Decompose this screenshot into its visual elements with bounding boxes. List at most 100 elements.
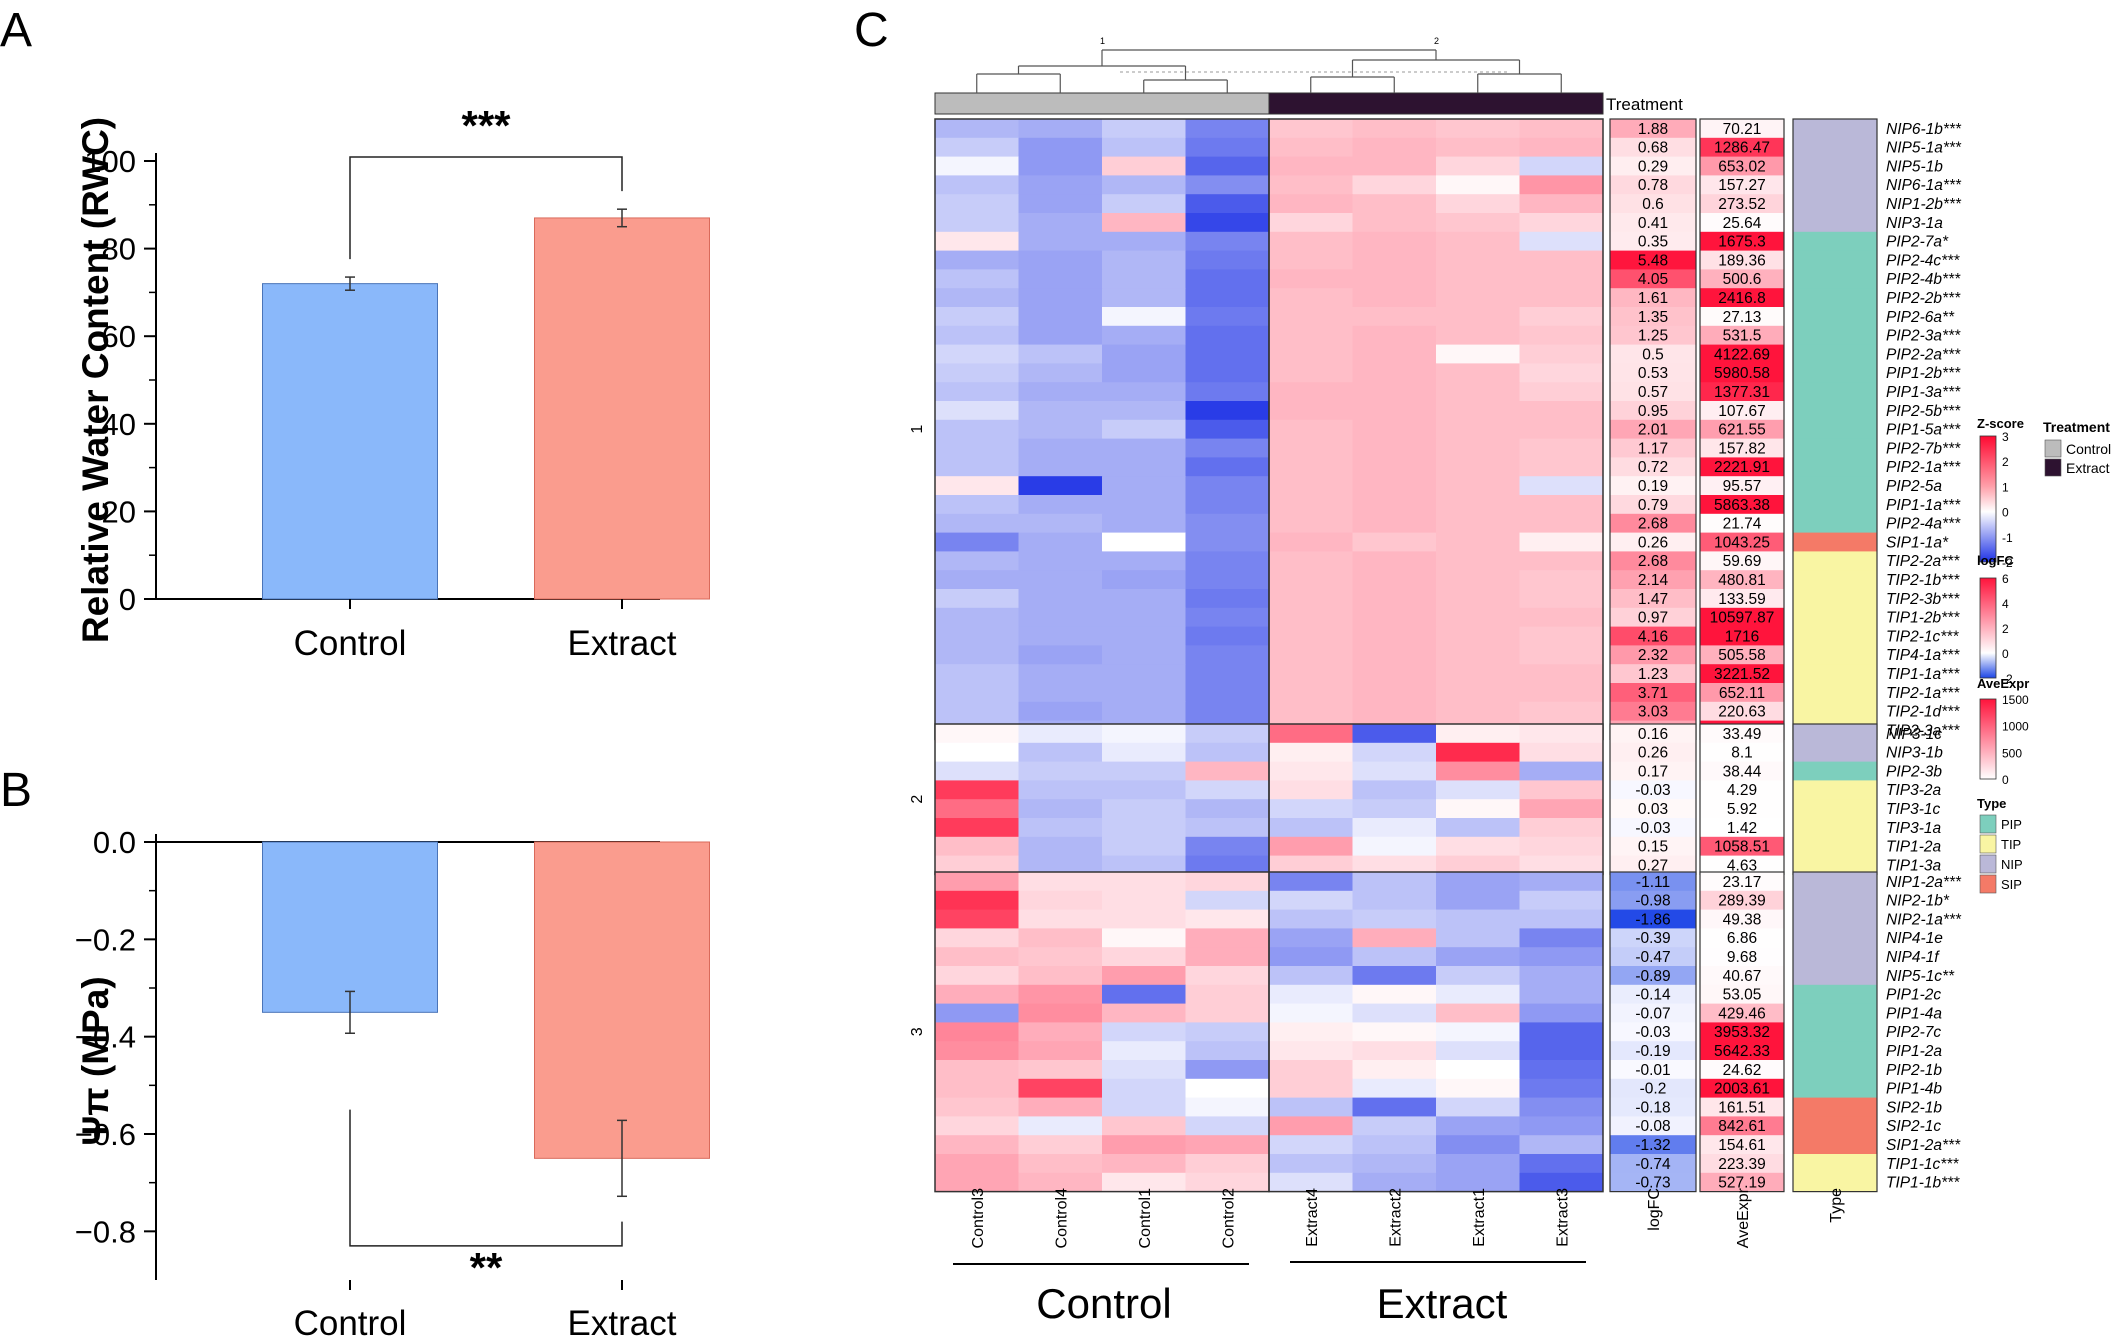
heatmap-cell bbox=[1102, 137, 1186, 158]
aveexpr-value: 53.05 bbox=[1723, 987, 1762, 1004]
heatmap-cell bbox=[1018, 664, 1103, 684]
type-cell bbox=[1793, 966, 1877, 986]
heatmap-cell bbox=[1352, 836, 1437, 857]
logfc-value: 0.17 bbox=[1638, 763, 1668, 780]
heatmap-cell bbox=[1018, 401, 1103, 421]
heatmap-cell bbox=[935, 570, 1019, 590]
aveexpr-cell bbox=[1700, 872, 1784, 892]
heatmap-cell bbox=[1102, 818, 1186, 838]
logfc-value: 0.79 bbox=[1638, 497, 1668, 514]
aveexpr-value: 4.29 bbox=[1727, 782, 1757, 799]
panel-letter-c: C bbox=[854, 4, 889, 57]
heatmap-cell bbox=[1436, 495, 1520, 515]
heatmap-cell bbox=[1102, 947, 1186, 967]
heatmap-cell bbox=[1519, 419, 1604, 440]
heatmap-cell bbox=[1102, 589, 1186, 609]
logfc-legend-tick: 0 bbox=[2002, 647, 2009, 661]
aveexpr-value: 220.63 bbox=[1718, 704, 1765, 721]
heatmap-cell bbox=[1269, 683, 1353, 703]
heatmap-cell bbox=[1269, 1154, 1353, 1174]
gene-label: NIP1-2b*** bbox=[1886, 196, 1962, 213]
heatmap-cell bbox=[935, 382, 1019, 402]
gene-label: TIP2-3b*** bbox=[1886, 591, 1960, 608]
gene-label: TIP2-2a*** bbox=[1886, 553, 1960, 570]
logfc-value: 0.68 bbox=[1638, 140, 1668, 157]
heatmap-cell bbox=[1436, 836, 1520, 857]
heatmap-cell bbox=[1185, 438, 1270, 458]
heatmap-cell bbox=[1018, 476, 1103, 496]
heatmap-cell bbox=[1018, 872, 1103, 892]
column-label-logfc: logFC bbox=[1646, 1188, 1663, 1231]
heatmap-cell bbox=[1519, 1135, 1604, 1155]
logfc-value: 0.27 bbox=[1638, 857, 1668, 874]
heatmap-cell bbox=[1269, 269, 1353, 289]
heatmap-cell bbox=[1185, 250, 1270, 270]
heatmap-cell bbox=[1436, 1078, 1520, 1099]
aveexpr-cell bbox=[1700, 344, 1784, 364]
heatmap-cell bbox=[1269, 495, 1353, 515]
logfc-cell bbox=[1610, 818, 1696, 838]
heatmap-cell bbox=[1185, 344, 1270, 364]
aveexpr-cell bbox=[1700, 495, 1784, 515]
heatmap-cell bbox=[1185, 419, 1270, 440]
gene-label: TIP3-1a bbox=[1886, 820, 1942, 837]
logfc-value: 0.16 bbox=[1638, 726, 1668, 743]
gene-label: PIP2-5a bbox=[1886, 478, 1942, 495]
heatmap-cell bbox=[1018, 419, 1103, 440]
heatmap-cell bbox=[1436, 742, 1520, 763]
gene-label: PIP2-3a*** bbox=[1886, 328, 1961, 345]
logfc-value: 2.14 bbox=[1638, 572, 1669, 589]
heatmap-cell bbox=[1436, 589, 1520, 609]
heatmap-cell bbox=[1269, 551, 1353, 571]
aveexpr-value: 527.19 bbox=[1718, 1175, 1765, 1192]
logfc-value: -0.98 bbox=[1635, 893, 1670, 910]
heatmap-cell bbox=[1185, 984, 1270, 1005]
heatmap-cell bbox=[935, 645, 1019, 665]
aveexpr-legend-tick: 1000 bbox=[2002, 720, 2029, 734]
gene-label: TIP1-2a bbox=[1886, 839, 1942, 856]
logfc-value: 0.53 bbox=[1638, 365, 1668, 382]
heatmap-cell bbox=[1102, 1116, 1186, 1136]
heatmap-cell bbox=[1102, 250, 1186, 270]
aveexpr-cell bbox=[1700, 1041, 1784, 1061]
type-cell bbox=[1793, 1135, 1877, 1155]
aveexpr-cell bbox=[1700, 231, 1784, 252]
heatmap-cell bbox=[1269, 589, 1353, 609]
heatmap-cell bbox=[1352, 495, 1437, 515]
heatmap-cell bbox=[1185, 780, 1270, 800]
heatmap-cell bbox=[1185, 1172, 1270, 1193]
logfc-cell bbox=[1610, 344, 1696, 364]
heatmap-cell bbox=[1185, 156, 1270, 176]
aveexpr-cell bbox=[1700, 701, 1784, 722]
aveexpr-cell bbox=[1700, 175, 1784, 195]
heatmap-cell bbox=[1185, 818, 1270, 838]
x-tick-label-control: Control bbox=[294, 1304, 407, 1337]
aveexpr-value: 1286.47 bbox=[1714, 140, 1770, 157]
heatmap-cell bbox=[1018, 1116, 1103, 1136]
heatmap-cell bbox=[1352, 928, 1437, 948]
gene-label: PIP2-1a*** bbox=[1886, 459, 1961, 476]
aveexpr-value: 9.68 bbox=[1727, 949, 1757, 966]
gene-label: NIP5-1b bbox=[1886, 158, 1943, 175]
x-tick-label-extract: Extract bbox=[568, 1304, 677, 1337]
type-cell bbox=[1793, 742, 1877, 763]
logfc-cell bbox=[1610, 836, 1696, 857]
heatmap-cell bbox=[1436, 513, 1520, 534]
heatmap-cell bbox=[1018, 836, 1103, 857]
gene-label: TIP3-1c bbox=[1886, 801, 1941, 818]
y-axis-label: Ψπ (MPa) bbox=[75, 976, 116, 1145]
logfc-cell bbox=[1610, 589, 1696, 609]
heatmap-cell bbox=[1519, 928, 1604, 948]
aveexpr-value: 289.39 bbox=[1718, 893, 1765, 910]
heatmap-cell bbox=[1102, 799, 1186, 819]
heatmap-cell bbox=[1519, 495, 1604, 515]
gene-label: PIP2-7c bbox=[1886, 1024, 1941, 1041]
aveexpr-cell bbox=[1700, 457, 1784, 477]
logfc-value: 0.26 bbox=[1638, 534, 1668, 551]
heatmap-cell bbox=[1185, 607, 1270, 628]
gene-label: TIP1-1b*** bbox=[1886, 1175, 1960, 1192]
heatmap-cell bbox=[935, 401, 1019, 421]
cluster-label: 1 bbox=[909, 425, 926, 434]
y-tick-label: 20 bbox=[102, 494, 136, 529]
heatmap-cell bbox=[1018, 724, 1103, 744]
